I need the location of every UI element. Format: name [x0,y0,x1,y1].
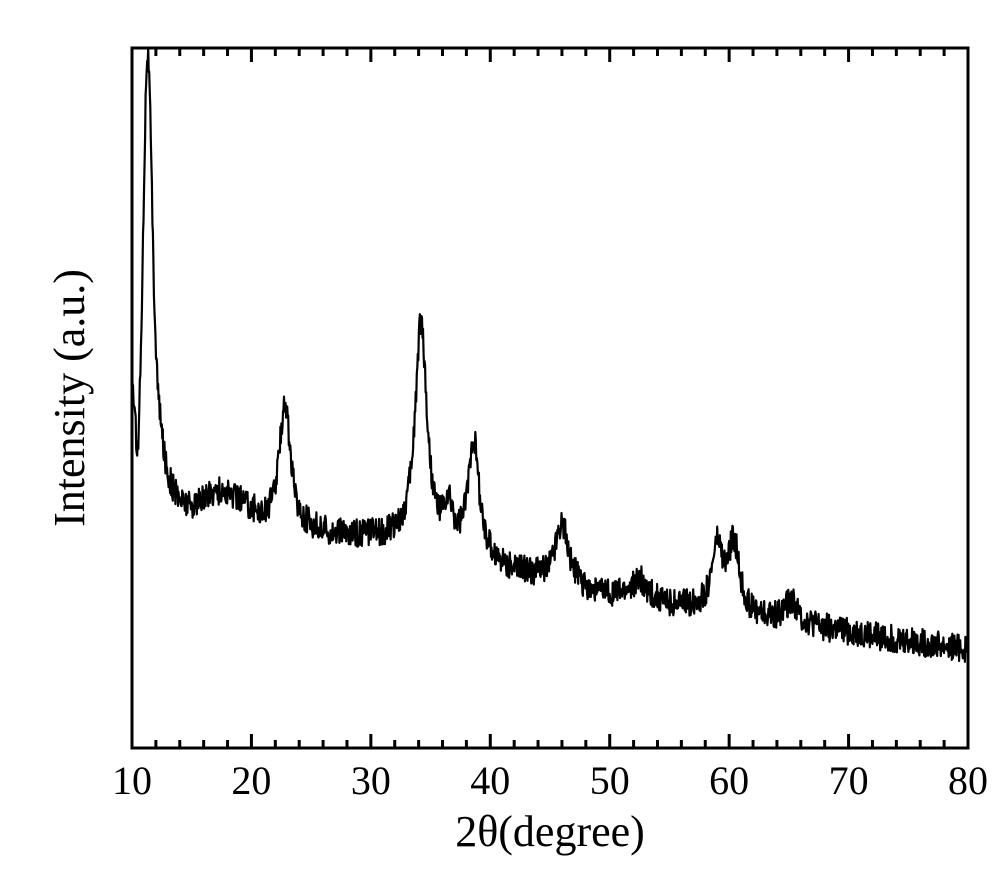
x-tick-label: 40 [470,758,510,803]
x-tick-label: 10 [112,758,152,803]
x-tick-label: 70 [829,758,869,803]
y-axis-label: Intensity (a.u.) [45,269,94,527]
x-tick-label: 80 [948,758,988,803]
xrd-chart: 10 20 30 40 50 60 70 80 2θ(degree) Intensity (a… [0,0,1000,882]
x-tick-label: 30 [351,758,391,803]
x-tick-label: 20 [231,758,271,803]
x-axis-label: 2θ(degree) [455,807,645,856]
chart-svg: 10 20 30 40 50 60 70 80 2θ(degree) Intensity (a… [0,0,1000,882]
x-tick-label: 50 [590,758,630,803]
x-tick-label: 60 [709,758,749,803]
